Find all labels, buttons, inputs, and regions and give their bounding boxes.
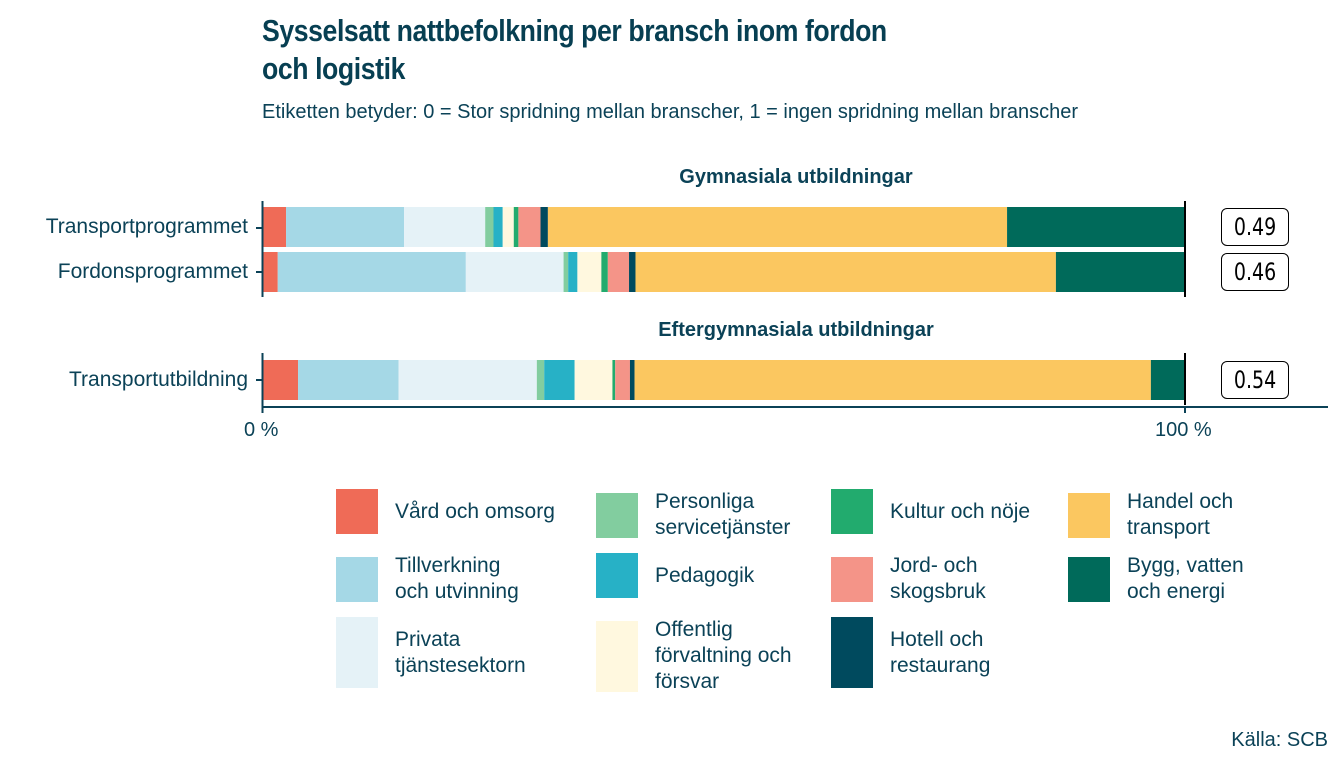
chart-subtitle: Etiketten betyder: 0 = Stor spridning me… xyxy=(262,101,1079,123)
legend-swatch xyxy=(831,489,873,534)
legend-item: Offentlig förvaltning och försvar xyxy=(596,617,792,695)
dispersion-label-fordonsprogrammet: 0.46 xyxy=(1221,253,1289,291)
bar-segment-transportprogrammet-pedagogik xyxy=(493,207,503,247)
bar-segment-fordonsprogrammet-privata-tjänstesektorn xyxy=(465,252,564,292)
legend-swatch xyxy=(1068,556,1110,602)
legend-swatch xyxy=(831,617,873,688)
row-label-transportutbildning: Transportutbildning xyxy=(69,368,248,391)
bar-segment-fordonsprogrammet-kultur-och-nöje xyxy=(601,252,608,292)
facet-title-eftergymnasiala: Eftergymnasiala utbildningar xyxy=(658,319,934,341)
legend-swatch xyxy=(596,553,638,598)
legend-item: Tillverkning och utvinning xyxy=(336,553,519,605)
bar-segment-transportprogrammet-personliga-servicetjänster xyxy=(485,207,494,247)
bar-segment-transportprogrammet-bygg-vatten-och-energi xyxy=(1007,207,1185,247)
bar-segment-fordonsprogrammet-vård-och-omsorg xyxy=(263,252,278,292)
legend-swatch xyxy=(336,489,378,534)
bar-segment-fordonsprogrammet-personliga-servicetjänster xyxy=(563,252,569,292)
bar-segment-transportutbildning-offentlig-förvaltning-och-försvar xyxy=(574,360,613,400)
bar-segment-fordonsprogrammet-pedagogik xyxy=(568,252,578,292)
legend-label: Privata tjänstesektorn xyxy=(395,627,526,677)
facet-title-gymnasiala: Gymnasiala utbildningar xyxy=(679,166,913,188)
bar-segment-transportutbildning-jord-och-skogsbruk xyxy=(615,360,630,400)
legend-swatch xyxy=(596,620,638,692)
bar-segment-transportutbildning-handel-och-transport xyxy=(634,360,1151,400)
legend-item: Jord- och skogsbruk xyxy=(831,553,986,605)
legend-item: Hotell och restaurang xyxy=(831,617,990,688)
legend-label: Kultur och nöje xyxy=(890,499,1031,523)
dispersion-value: 0.49 xyxy=(1233,213,1277,241)
bar-segment-fordonsprogrammet-tillverkning-och-utvinning xyxy=(277,252,466,292)
legend-swatch xyxy=(1068,492,1110,538)
source-note: Källa: SCB xyxy=(1231,729,1328,751)
bar-segment-transportprogrammet-privata-tjänstesektorn xyxy=(404,207,486,247)
legend-item: Personliga servicetjänster xyxy=(596,489,790,541)
bar-segment-transportutbildning-personliga-servicetjänster xyxy=(536,360,545,400)
bar-segment-transportutbildning-vård-och-omsorg xyxy=(263,360,299,400)
legend-label: Vård och omsorg xyxy=(395,499,555,523)
dispersion-value: 0.54 xyxy=(1233,366,1277,394)
legend-swatch xyxy=(831,556,873,602)
row-label-fordonsprogrammet: Fordonsprogrammet xyxy=(57,260,248,283)
x-tick-label-100: 100 % xyxy=(1155,419,1212,441)
legend-item: Bygg, vatten och energi xyxy=(1068,553,1244,605)
bar-segment-fordonsprogrammet-handel-och-transport xyxy=(635,252,1056,292)
legend-label: Jord- och skogsbruk xyxy=(890,554,986,603)
row-label-transportprogrammet: Transportprogrammet xyxy=(45,215,248,238)
bar-segment-transportutbildning-pedagogik xyxy=(544,360,575,400)
x-tick-label-0: 0 % xyxy=(244,419,279,441)
legend-swatch xyxy=(336,556,378,602)
legend-item: Vård och omsorg xyxy=(336,489,555,534)
bar-segment-fordonsprogrammet-offentlig-förvaltning-och-försvar xyxy=(577,252,602,292)
bar-segment-transportprogrammet-offentlig-förvaltning-och-försvar xyxy=(502,207,514,247)
legend-item: Privata tjänstesektorn xyxy=(336,617,526,688)
legend-label: Offentlig förvaltning och försvar xyxy=(655,618,792,693)
bar-segment-transportprogrammet-tillverkning-och-utvinning xyxy=(286,207,405,247)
bar-segment-transportprogrammet-vård-och-omsorg xyxy=(263,207,287,247)
legend-label: Handel och transport xyxy=(1127,490,1234,539)
bar-segment-transportutbildning-bygg-vatten-och-energi xyxy=(1150,360,1185,400)
legend-label: Pedagogik xyxy=(655,563,755,587)
legend-label: Bygg, vatten och energi xyxy=(1127,554,1244,603)
bar-segment-transportutbildning-privata-tjänstesektorn xyxy=(398,360,537,400)
bar-segment-transportutbildning-tillverkning-och-utvinning xyxy=(298,360,399,400)
legend-item: Kultur och nöje xyxy=(831,489,1030,534)
dispersion-label-transportprogrammet: 0.49 xyxy=(1221,208,1289,246)
dispersion-value: 0.46 xyxy=(1233,258,1277,286)
bar-segment-transportprogrammet-jord-och-skogsbruk xyxy=(518,207,541,247)
legend-swatch xyxy=(336,617,378,688)
legend-item: Pedagogik xyxy=(596,553,754,598)
bar-segment-transportprogrammet-kultur-och-nöje xyxy=(513,207,519,247)
bar-segment-transportutbildning-kultur-och-nöje xyxy=(612,360,616,400)
legend-item: Handel och transport xyxy=(1068,489,1233,541)
bar-segment-fordonsprogrammet-jord-och-skogsbruk xyxy=(607,252,630,292)
bar-segment-transportutbildning-hotell-och-restaurang xyxy=(629,360,635,400)
legend-label: Hotell och restaurang xyxy=(890,627,991,677)
chart-title: Sysselsatt nattbefolkning per bransch in… xyxy=(262,13,887,86)
bar-segment-fordonsprogrammet-hotell-och-restaurang xyxy=(629,252,636,292)
bar-segment-transportprogrammet-handel-och-transport xyxy=(547,207,1008,247)
legend-label: Tillverkning och utvinning xyxy=(395,554,519,603)
legend-swatch xyxy=(596,492,638,538)
bar-segment-fordonsprogrammet-bygg-vatten-och-energi xyxy=(1055,252,1185,292)
dispersion-label-transportutbildning: 0.54 xyxy=(1221,361,1289,399)
legend-label: Personliga servicetjänster xyxy=(655,490,791,539)
bar-segment-transportprogrammet-hotell-och-restaurang xyxy=(540,207,548,247)
